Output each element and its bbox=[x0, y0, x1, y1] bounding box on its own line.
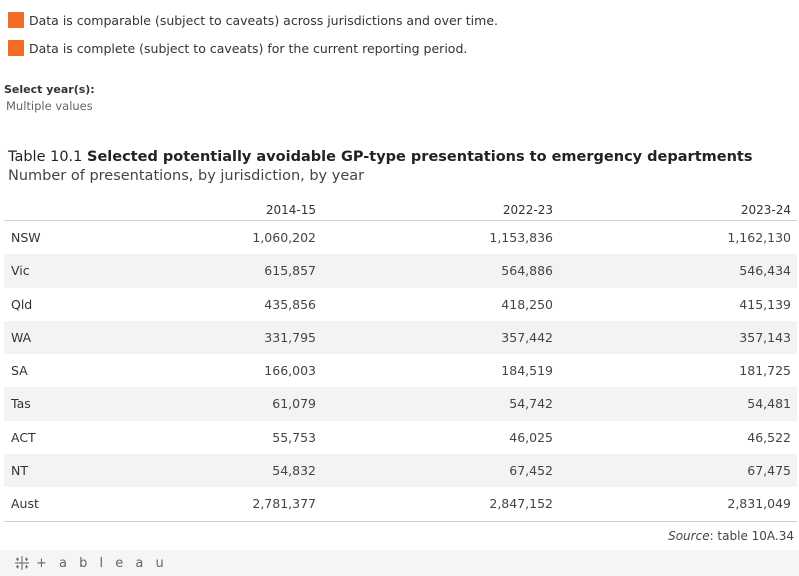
table-cell[interactable]: 435,856 bbox=[264, 296, 316, 312]
table-cell[interactable]: 546,434 bbox=[739, 263, 791, 279]
table-cell[interactable]: 184,519 bbox=[501, 363, 553, 379]
table-title: Table 10.1 Selected potentially avoidabl… bbox=[8, 149, 752, 165]
legend-text: Data is comparable (subject to caveats) … bbox=[29, 12, 498, 28]
table-cell[interactable]: 418,250 bbox=[501, 296, 553, 312]
table-cell[interactable]: 1,162,130 bbox=[727, 230, 791, 245]
table-cell[interactable]: 181,725 bbox=[739, 363, 791, 379]
tableau-logo[interactable]: + a b l e a u bbox=[14, 555, 168, 571]
table-row: SA 166,003 184,519 181,725 bbox=[4, 354, 797, 387]
tableau-logo-text: + a b l e a u bbox=[36, 555, 168, 571]
table-cell[interactable]: 2,781,377 bbox=[252, 496, 316, 512]
table-cell[interactable]: 54,742 bbox=[509, 396, 553, 412]
table-row: NT 54,832 67,452 67,475 bbox=[4, 454, 797, 488]
source-note: Source: table 10A.34 bbox=[668, 529, 794, 543]
column-header-2022-23[interactable]: 2022-23 bbox=[502, 203, 553, 217]
table-cell[interactable]: 61,079 bbox=[272, 396, 316, 412]
year-filter-label: Select year(s): bbox=[4, 83, 95, 96]
table-cell[interactable]: 67,452 bbox=[509, 463, 553, 479]
table-title-block: Table 10.1 Selected potentially avoidabl… bbox=[8, 149, 752, 184]
table-cell[interactable]: 1,060,202 bbox=[252, 230, 316, 245]
row-label: SA bbox=[11, 363, 28, 379]
table-cell[interactable]: 166,003 bbox=[264, 363, 316, 379]
row-label: Tas bbox=[11, 396, 31, 412]
row-label: ACT bbox=[11, 429, 36, 445]
table-cell[interactable]: 564,886 bbox=[501, 263, 553, 279]
table-subtitle: Number of presentations, by jurisdiction… bbox=[8, 168, 365, 184]
year-filter-value[interactable]: Multiple values bbox=[6, 99, 93, 113]
table-cell[interactable]: 2,831,049 bbox=[727, 496, 791, 512]
column-header-2014-15[interactable]: 2014-15 bbox=[265, 203, 316, 217]
table-cell[interactable]: 331,795 bbox=[264, 329, 316, 345]
table-cell[interactable]: 46,025 bbox=[509, 429, 553, 445]
row-label: NSW bbox=[11, 230, 41, 245]
legend-item-comparable: Data is comparable (subject to caveats) … bbox=[8, 12, 498, 28]
table-cell[interactable]: 357,442 bbox=[501, 329, 553, 345]
tableau-logo-icon bbox=[15, 556, 29, 570]
tableau-footer: + a b l e a u bbox=[0, 550, 799, 576]
legend-swatch bbox=[8, 12, 24, 28]
column-header-2023-24[interactable]: 2023-24 bbox=[740, 203, 791, 217]
table-cell[interactable]: 55,753 bbox=[272, 429, 316, 445]
legend-text: Data is complete (subject to caveats) fo… bbox=[29, 40, 468, 56]
table-cell[interactable]: 67,475 bbox=[747, 463, 791, 479]
table-cell[interactable]: 615,857 bbox=[264, 263, 316, 279]
table-cell[interactable]: 357,143 bbox=[739, 329, 791, 345]
table-cell[interactable]: 1,153,836 bbox=[489, 230, 553, 245]
row-label: Vic bbox=[11, 263, 30, 279]
source-label: Source bbox=[668, 529, 710, 543]
table-row: Tas 61,079 54,742 54,481 bbox=[4, 387, 797, 421]
table-number: Table 10.1 bbox=[8, 149, 87, 165]
table-row: Aust 2,781,377 2,847,152 2,831,049 bbox=[4, 487, 797, 520]
table-bottom-rule bbox=[4, 520, 797, 522]
table-cell[interactable]: 54,481 bbox=[747, 396, 791, 412]
table-cell[interactable]: 46,522 bbox=[747, 429, 791, 445]
table-header: 2014-15 2022-23 2023-24 bbox=[4, 200, 797, 221]
table-row: WA 331,795 357,442 357,143 bbox=[4, 320, 797, 355]
legend-swatch bbox=[8, 40, 24, 56]
year-filter[interactable]: Select year(s): Multiple values bbox=[4, 83, 95, 113]
table-row: NSW 1,060,202 1,153,836 1,162,130 bbox=[4, 221, 797, 254]
table-cell[interactable]: 2,847,152 bbox=[489, 496, 553, 512]
source-text: : table 10A.34 bbox=[709, 529, 794, 543]
table-cell[interactable]: 415,139 bbox=[739, 296, 791, 312]
table-row: Qld 435,856 418,250 415,139 bbox=[4, 288, 797, 321]
row-label: Qld bbox=[11, 296, 33, 312]
table-row: ACT 55,753 46,025 46,522 bbox=[4, 421, 797, 454]
table-cell[interactable]: 54,832 bbox=[272, 463, 316, 479]
legend-item-complete: Data is complete (subject to caveats) fo… bbox=[8, 40, 467, 56]
row-label: NT bbox=[11, 463, 28, 479]
table-title-main: Selected potentially avoidable GP-type p… bbox=[87, 149, 753, 165]
data-table: 2014-15 2022-23 2023-24 NSW 1,060,202 1,15… bbox=[4, 200, 797, 522]
row-label: WA bbox=[11, 329, 32, 345]
row-label: Aust bbox=[11, 496, 39, 512]
table-body: NSW 1,060,202 1,153,836 1,162,130 Vic 615,857… bbox=[4, 221, 797, 521]
table-row: Vic 615,857 564,886 546,434 bbox=[4, 254, 797, 288]
